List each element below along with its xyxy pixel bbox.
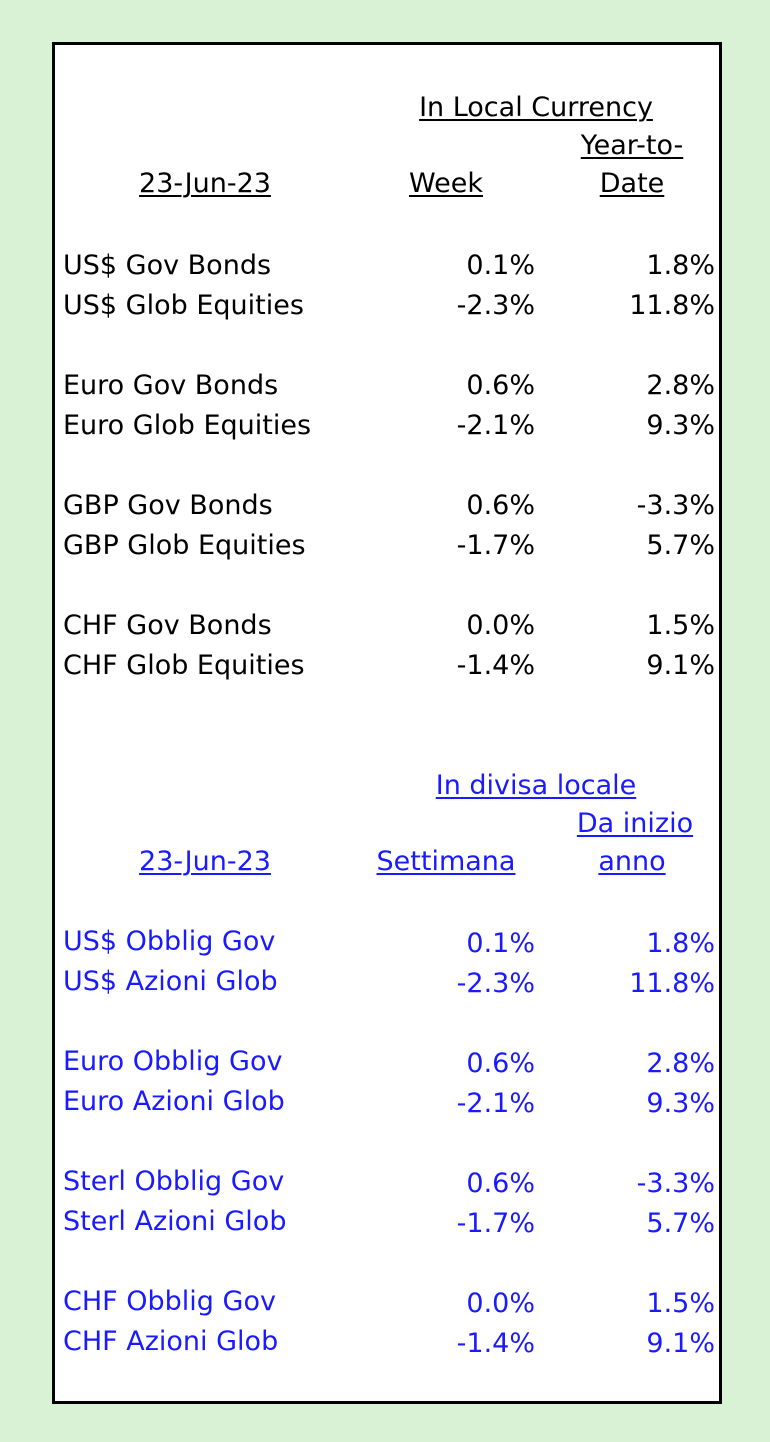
italian-row-label: CHF Azioni Glob <box>63 1326 279 1357</box>
english-row-label: CHF Gov Bonds <box>63 610 272 641</box>
english-header-group: In Local Currency <box>419 92 653 123</box>
english-row-label: GBP Gov Bonds <box>63 490 273 521</box>
english-row-label: CHF Glob Equities <box>63 650 305 681</box>
italian-week-header: Settimana <box>376 846 516 877</box>
italian-row-ytd: 9.1% <box>646 1328 715 1359</box>
italian-row-label: US$ Obblig Gov <box>63 926 276 957</box>
english-row-ytd: -3.3% <box>636 490 715 521</box>
english-row-label: US$ Gov Bonds <box>63 250 272 281</box>
returns-table-panel: In Local Currency Year-to- 23-Jun-23 Wee… <box>52 42 722 1404</box>
italian-row-ytd: 9.3% <box>646 1088 715 1119</box>
english-row-week: -1.7% <box>456 530 535 561</box>
english-row-week: -1.4% <box>456 650 535 681</box>
english-week-header: Week <box>409 168 483 199</box>
english-row-label: Euro Gov Bonds <box>63 370 279 401</box>
italian-row-week: -2.1% <box>456 1088 535 1119</box>
english-ytd-header-line1: Year-to- <box>580 130 684 161</box>
italian-row-label: Euro Azioni Glob <box>63 1086 285 1117</box>
italian-row-week: -1.7% <box>456 1208 535 1239</box>
english-row-ytd: 11.8% <box>629 290 715 321</box>
english-row-ytd: 9.3% <box>646 410 715 441</box>
english-ytd-header-line2: Date <box>599 168 665 199</box>
english-row-ytd: 9.1% <box>646 650 715 681</box>
italian-row-label: Euro Obblig Gov <box>63 1046 283 1077</box>
english-row-label: GBP Glob Equities <box>63 530 306 561</box>
english-row-label: US$ Glob Equities <box>63 290 304 321</box>
italian-row-ytd: 11.8% <box>629 968 715 999</box>
italian-row-week: 0.1% <box>466 928 535 959</box>
english-row-week: 0.6% <box>466 490 535 521</box>
italian-date: 23-Jun-23 <box>139 846 271 877</box>
italian-row-week: 0.6% <box>466 1048 535 1079</box>
italian-ytd-header-line2: anno <box>598 846 666 877</box>
english-row-week: 0.6% <box>466 370 535 401</box>
italian-row-week: 0.0% <box>466 1288 535 1319</box>
italian-header-group: In divisa locale <box>435 770 637 801</box>
italian-row-label: CHF Obblig Gov <box>63 1286 276 1317</box>
english-row-ytd: 5.7% <box>646 530 715 561</box>
italian-row-week: -1.4% <box>456 1328 535 1359</box>
italian-row-ytd: 1.5% <box>646 1288 715 1319</box>
italian-row-label: US$ Azioni Glob <box>63 966 278 997</box>
english-date: 23-Jun-23 <box>139 168 271 199</box>
english-row-ytd: 1.5% <box>646 610 715 641</box>
italian-ytd-header-line1: Da inizio <box>576 808 694 839</box>
english-row-week: -2.1% <box>456 410 535 441</box>
english-row-week: -2.3% <box>456 290 535 321</box>
italian-row-label: Sterl Azioni Glob <box>63 1206 287 1237</box>
italian-row-week: 0.6% <box>466 1168 535 1199</box>
italian-row-ytd: 2.8% <box>646 1048 715 1079</box>
english-row-week: 0.1% <box>466 250 535 281</box>
italian-row-ytd: -3.3% <box>636 1168 715 1199</box>
italian-row-label: Sterl Obblig Gov <box>63 1166 285 1197</box>
italian-row-ytd: 5.7% <box>646 1208 715 1239</box>
english-row-ytd: 2.8% <box>646 370 715 401</box>
italian-row-ytd: 1.8% <box>646 928 715 959</box>
italian-row-week: -2.3% <box>456 968 535 999</box>
english-row-ytd: 1.8% <box>646 250 715 281</box>
english-row-week: 0.0% <box>466 610 535 641</box>
english-row-label: Euro Glob Equities <box>63 410 312 441</box>
